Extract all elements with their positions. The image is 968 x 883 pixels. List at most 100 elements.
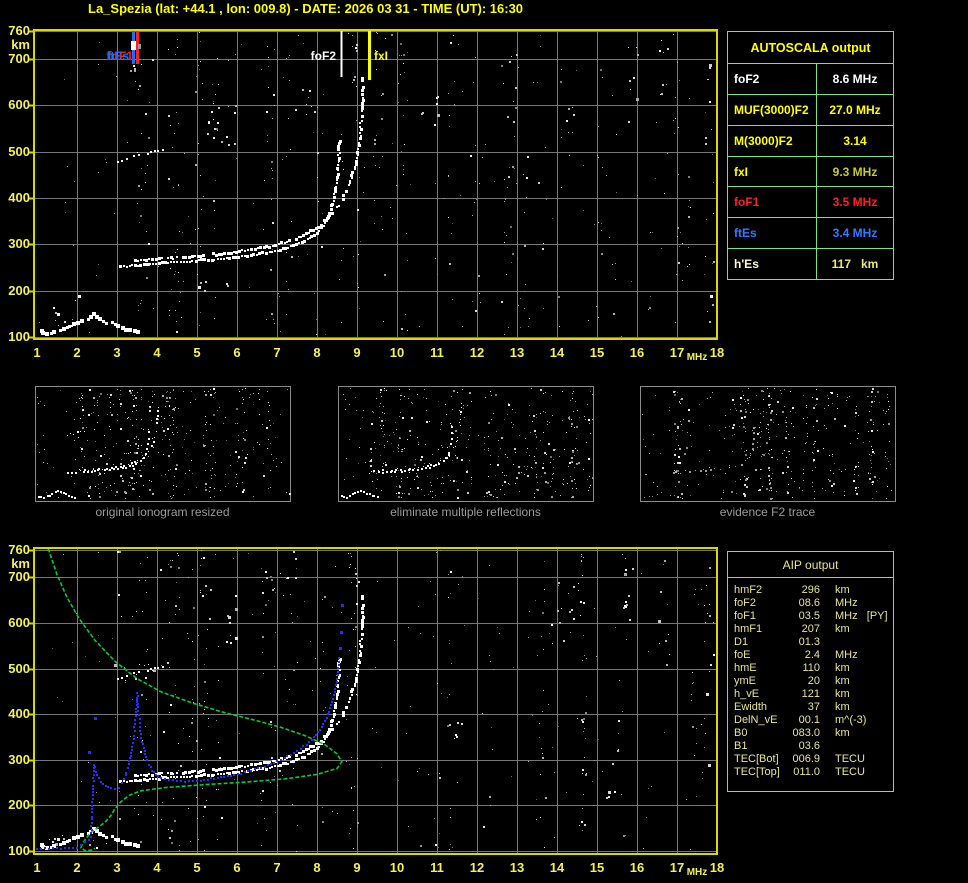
aip-cell: 2.4 [804,649,820,661]
svg-text:11: 11 [430,345,444,360]
aip-row-TECTop: TEC[Top] 011.0 TECU [734,766,893,779]
aip-row-hmF2: hmF2 296 km [734,584,893,597]
aip-cell: 01.3 [798,636,820,648]
aip-row-foE: foE 2.4 MHz [734,649,893,662]
aip-cell: TEC[Bot] [734,753,779,765]
aip-cell: h_vE [734,688,760,700]
svg-text:1: 1 [33,345,40,360]
panel-caption-evidence: evidence F2 trace [719,505,816,519]
autoscala-param: foF1 [734,195,760,210]
autoscala-row-hEs: h'Es 117 km [728,248,893,280]
aip-cell: TECU [835,753,865,765]
aip-cell: 011.0 [793,766,820,778]
aip-row-D1: D1 01.3 [734,636,893,649]
aip-cell: MHz [835,597,858,609]
aip-cell: TEC[Top] [734,766,780,778]
svg-text:2: 2 [73,860,80,875]
aip-cell: 37 [807,701,820,713]
aip-cell: km [835,675,850,687]
aip-cell: MHz [835,649,858,661]
svg-text:14: 14 [550,860,565,875]
aip-cell: 20 [807,675,820,687]
ionogram-top-grid [35,31,716,338]
panel-caption-eliminate: eliminate multiple reflections [390,505,541,519]
aip-cell: km [835,662,850,674]
aip-cell: 03.5 [798,610,820,622]
svg-text:5: 5 [193,345,200,360]
autoscala-param: ftEs [734,226,757,241]
mini-panel-0 [35,386,291,502]
aip-row-hmE: hmE 110 km [734,662,893,675]
aip-cell: TECU [835,766,865,778]
aip-row-B0: B0 083.0 km [734,727,893,740]
aip-cell: km [835,727,850,739]
aip-cell: DelN_vE [734,714,778,726]
svg-text:2: 2 [73,345,80,360]
aip-cell: 006.9 [792,753,820,765]
ionogram-top-frame [33,29,718,340]
autoscala-value: 3.14 [816,125,893,156]
svg-text:6: 6 [233,860,240,875]
svg-text:500: 500 [8,661,30,676]
autoscala-param: M(3000)F2 [734,133,793,148]
svg-text:4: 4 [153,345,161,360]
mini-panel-1 [338,386,594,502]
aip-row-TECBot: TEC[Bot] 006.9 TECU [734,753,893,766]
aip-row-foF1: foF1 03.5 MHz [PY] [734,610,893,623]
mini-panel-border-0 [35,386,291,502]
autoscala-value: 3.4 MHz [816,218,893,249]
aip-row-foF2: foF2 08.6 MHz [734,597,893,610]
svg-text:18: 18 [710,345,724,360]
svg-text:km: km [11,556,30,571]
aip-cell [820,636,893,649]
svg-text:11: 11 [430,860,444,875]
autoscala-row-fxI: fxI 9.3 MHz [728,155,893,187]
svg-text:18: 18 [710,860,724,875]
marker-label-fxI: fxI [374,49,388,63]
svg-text:700: 700 [8,569,30,584]
svg-text:10: 10 [390,860,404,875]
svg-text:100: 100 [8,329,30,344]
svg-text:MHz: MHz [687,867,708,878]
aip-cell: Ewidth [734,701,768,713]
autoscala-row-ftEs: ftEs 3.4 MHz [728,217,893,249]
aip-row-Ewidth: Ewidth 37 km [734,701,893,714]
aip-cell: foE [734,649,751,661]
svg-text:17: 17 [670,345,684,360]
svg-text:600: 600 [8,97,30,112]
svg-text:8: 8 [313,860,320,875]
aip-output-title: AIP output [728,552,893,578]
svg-text:MHz: MHz [687,352,708,363]
aip-cell: km [835,688,850,700]
aip-cell: D1 [734,636,749,648]
svg-text:12: 12 [470,860,484,875]
aip-cell: 08.6 [798,597,820,609]
autoscala-param: fxI [734,164,749,179]
aip-cell: 110 [802,662,820,674]
svg-text:760: 760 [8,542,30,557]
aip-cell: ymE [734,675,756,687]
aip-cell: 296 [801,584,820,596]
aip-rows: hmF2 296 km foF2 08.6 MHz foF1 03.5 MHz [PY] hmF1… [728,578,893,779]
svg-text:200: 200 [8,797,30,812]
svg-text:700: 700 [8,51,30,66]
svg-text:5: 5 [193,860,200,875]
marker-label-foF1: foF1 [108,49,134,63]
autoscala-row-foF2: foF2 8.6 MHz [728,63,893,94]
mini-panel-border-1 [338,386,594,502]
aip-row-hvE: h_vE 121 km [734,688,893,701]
aip-cell: 121 [801,688,820,700]
svg-text:16: 16 [630,860,644,875]
aip-row-ymE: ymE 20 km [734,675,893,688]
aip-cell: km [835,584,850,596]
autoscala-value: 9.3 MHz [816,156,893,187]
svg-text:300: 300 [8,752,30,767]
svg-text:9: 9 [353,345,360,360]
svg-text:1: 1 [33,860,40,875]
autoscala-output-table: AUTOSCALA output foF2 8.6 MHz MUF(3000)F2 2… [727,31,894,280]
